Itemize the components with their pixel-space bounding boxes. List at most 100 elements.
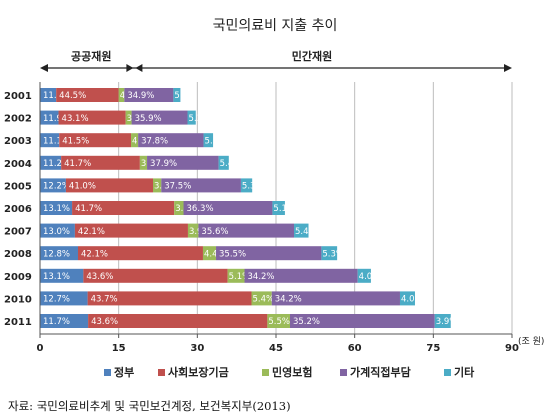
x-tick-label: 90 [505,343,519,354]
arrow-split-right [135,64,143,72]
bar-segment [56,88,119,102]
data-label: 5.3% [242,182,264,192]
data-label: 11.7% [43,317,70,327]
bar-segment [227,268,245,283]
bar-segment [138,133,204,148]
bar-segment [267,314,290,328]
legend-label: 사회보장기금 [168,365,229,379]
bar-segment [271,291,400,306]
data-label: 3.9% [436,317,458,327]
year-label: 2007 [4,227,32,238]
bar-segment [87,291,252,306]
x-tick-label: 30 [190,343,204,354]
data-label: 34.2% [248,272,275,282]
year-label: 2002 [4,114,32,125]
bar-segment [173,88,181,102]
bar-segment [139,155,148,170]
data-label: 12.7% [43,295,70,305]
legend-swatch [340,369,347,376]
bar-segment [147,155,219,170]
bar-segment [83,268,228,283]
data-label: 35.9% [135,114,162,124]
bar-segment [125,110,132,125]
legend-swatch [444,369,451,376]
data-label: 5.0% [174,91,196,101]
bar-segment [77,246,203,261]
bar-segment [174,201,184,215]
year-label: 2003 [4,136,32,147]
data-label: 35.2% [293,317,320,327]
data-label: 12.2% [43,182,70,192]
data-label: 11.2% [43,159,70,169]
bars: 200111.5%44.5%4.0%34.9%5.0%200211.9%43.1… [4,88,457,328]
bar-segment [40,291,88,306]
x-tick-label: 45 [269,343,283,354]
data-label: 41.0% [69,182,96,192]
data-label: 42.1% [81,249,108,259]
legend-label: 정부 [114,365,134,379]
data-label: 4.4% [204,249,226,259]
data-label: 4.0% [401,295,423,305]
bar-segment [240,178,253,193]
bar-segment [124,88,174,102]
bar-segment [40,268,84,283]
data-label: 35.5% [219,249,246,259]
year-label: 2008 [4,249,32,260]
data-label: 5.4% [220,159,242,169]
data-label: 41.5% [62,136,89,146]
data-label: 12.8% [43,249,70,259]
data-label: 34.9% [127,91,154,101]
bar-segment [65,178,153,193]
bar-segment [187,223,199,238]
year-label: 2010 [4,294,32,305]
funding-bracket: 공공재원 민간재원 [40,49,512,72]
data-label: 43.1% [62,114,89,124]
data-label: 42.1% [78,227,105,237]
data-label: 13.1% [43,204,70,214]
bar-segment [40,223,75,238]
bar-segment [58,110,126,125]
legend-label: 민영보험 [272,365,312,379]
year-label: 2005 [4,181,32,192]
bar-segment [40,201,73,215]
x-tick-label: 60 [348,343,362,354]
bar-segment [40,88,57,102]
source-note: 자료: 국민의료비추계 및 국민보건계정, 보건복지부(2013) [8,399,291,413]
data-label: 5.3% [322,249,344,259]
legend: 정부 사회보장기금 민영보험 가계직접부담 기타 [104,365,475,379]
bar-segment [244,268,358,283]
year-label: 2011 [4,317,32,328]
arrow-split-left [126,64,134,72]
data-label: 34.2% [275,295,302,305]
arrow-right [504,64,512,72]
bar-segment [399,291,415,306]
chart-title: 국민의료비 지출 추이 [213,18,338,34]
data-label: 43.7% [91,295,118,305]
data-label: 13.1% [43,272,70,282]
bar-segment [131,110,188,125]
private-funding-label: 민간재원 [292,49,332,63]
year-label: 2001 [4,91,32,102]
data-label: 5.1% [273,204,295,214]
x-tick-label: 75 [426,343,440,354]
bar-segment [218,155,229,170]
data-label: 5.3% [189,114,211,124]
bar-segment [198,223,295,238]
data-label: 43.6% [86,272,113,282]
data-label: 5.4% [252,295,274,305]
x-tick-label: 15 [112,343,126,354]
data-label: 13.0% [43,227,70,237]
year-label: 2004 [4,159,32,170]
year-label: 2009 [4,272,32,283]
bar-segment [74,223,188,238]
bar-segment [72,201,175,215]
bar-segment [88,314,268,328]
data-label: 5.5% [268,317,290,327]
data-label: 5.4% [295,227,317,237]
unit-label: (조 원) [518,336,544,347]
bar-segment [40,110,59,125]
bar-segment [40,178,66,193]
bar-segment [203,133,214,148]
legend-label: 가계직접부담 [350,365,411,379]
